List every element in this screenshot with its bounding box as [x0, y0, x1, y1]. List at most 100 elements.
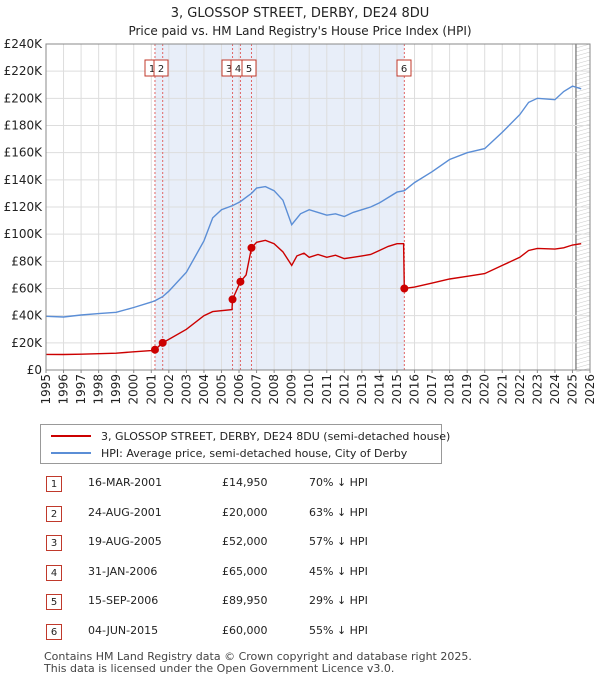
- hatch-line: [575, 271, 591, 277]
- hatch-line: [575, 187, 591, 193]
- x-tick-label: 2016: [408, 374, 422, 405]
- transaction-point: [228, 295, 237, 304]
- table-row: 6 04-JUN-2015 £60,000 55% ↓ HPI: [40, 622, 600, 642]
- hatch-line: [575, 195, 591, 201]
- hatch-line: [575, 215, 591, 221]
- y-tick-label: £180K: [4, 119, 44, 133]
- hatch-line: [575, 43, 591, 49]
- hatch-line: [575, 363, 591, 369]
- hatch-line: [575, 111, 591, 117]
- hatch-line: [575, 107, 591, 113]
- table-row: 5 15-SEP-2006 £89,950 29% ↓ HPI: [40, 592, 600, 612]
- hatch-line: [575, 99, 591, 105]
- hatch-line: [575, 343, 591, 349]
- hatch-line: [575, 147, 591, 153]
- row-number-badge: 1: [46, 476, 62, 492]
- hatch-line: [575, 335, 591, 341]
- hatch-line: [575, 135, 591, 141]
- marker-number: 1: [149, 64, 155, 75]
- x-tick-label: 2004: [197, 374, 211, 405]
- table-row: 4 31-JAN-2006 £65,000 45% ↓ HPI: [40, 563, 600, 583]
- y-tick-label: £220K: [4, 64, 44, 78]
- x-tick-label: 1998: [92, 374, 106, 405]
- y-tick-label: £100K: [4, 227, 44, 241]
- hatch-line: [575, 47, 591, 53]
- hatch-line: [575, 227, 591, 233]
- hatch-line: [575, 299, 591, 305]
- x-tick-label: 1995: [39, 374, 53, 405]
- hatch-line: [575, 183, 591, 189]
- row-hpi-comparison: 29% ↓ HPI: [309, 594, 368, 607]
- y-tick-label: £120K: [4, 200, 44, 214]
- transaction-marker-2: 2: [153, 59, 169, 77]
- hatch-line: [575, 223, 591, 229]
- transaction-point: [400, 284, 409, 293]
- transaction-point: [150, 345, 159, 354]
- hatch-line: [575, 143, 591, 149]
- table-row: 3 19-AUG-2005 £52,000 57% ↓ HPI: [40, 533, 600, 553]
- x-tick-label: 2011: [320, 374, 334, 405]
- y-tick-label: £60K: [11, 282, 43, 296]
- legend-hpi-label: HPI: Average price, semi-detached house,…: [101, 446, 408, 460]
- x-tick-label: 2014: [372, 374, 386, 405]
- legend-item-hpi: HPI: Average price, semi-detached house,…: [51, 445, 407, 461]
- row-hpi-comparison: 45% ↓ HPI: [309, 564, 368, 578]
- hatch-line: [575, 251, 591, 257]
- hatch-line: [575, 59, 591, 65]
- transaction-point: [247, 243, 256, 252]
- hatch-line: [575, 71, 591, 77]
- legend-property-swatch: [51, 435, 91, 437]
- x-tick-label: 2023: [530, 374, 544, 405]
- hatch-line: [575, 191, 591, 197]
- marker-box: [396, 59, 412, 77]
- x-tick-label: 2024: [548, 374, 562, 405]
- transaction-point: [158, 338, 167, 347]
- hatch-line: [575, 167, 591, 173]
- hatch-line: [575, 267, 591, 273]
- hatch-line: [575, 283, 591, 289]
- x-tick-label: 2005: [214, 374, 228, 405]
- y-tick-label: £240K: [4, 37, 44, 51]
- footer: Contains HM Land Registry data © Crown c…: [44, 651, 472, 675]
- footer-copyright: Contains HM Land Registry data © Crown c…: [44, 650, 472, 663]
- x-tick-label: 2020: [478, 374, 492, 405]
- hatch-line: [575, 319, 591, 325]
- chart-title: 3, GLOSSOP STREET, DERBY, DE24 8DU: [171, 6, 430, 21]
- hatch-line: [575, 55, 591, 61]
- x-tick-label: 2017: [425, 374, 439, 405]
- x-tick-label: 2025: [565, 374, 579, 405]
- x-tick-label: 2000: [127, 374, 141, 405]
- marker-number: 2: [158, 64, 164, 75]
- x-tick-label: 1997: [74, 374, 88, 405]
- hatch-line: [575, 163, 591, 169]
- hatch-line: [575, 219, 591, 225]
- hatch-line: [575, 155, 591, 161]
- x-tick-label: 2007: [250, 374, 264, 405]
- hatch-line: [575, 131, 591, 137]
- row-number-badge: 3: [46, 535, 62, 551]
- hatch-line: [575, 75, 591, 81]
- marker-box: [153, 59, 169, 77]
- row-price: £65,000: [222, 564, 268, 578]
- row-hpi-comparison: 63% ↓ HPI: [309, 505, 368, 519]
- legend-property-label: 3, GLOSSOP STREET, DERBY, DE24 8DU (semi…: [101, 429, 451, 443]
- hatch-line: [575, 351, 591, 357]
- row-number-badge: 4: [46, 564, 62, 581]
- hatch-line: [575, 355, 591, 361]
- hatch-line: [575, 63, 591, 69]
- legend: 3, GLOSSOP STREET, DERBY, DE24 8DU (semi…: [40, 424, 450, 464]
- hatch-line: [575, 275, 591, 281]
- x-tick-label: 2010: [302, 374, 316, 405]
- row-date: 31-JAN-2006: [88, 564, 158, 578]
- hatch-line: [575, 115, 591, 121]
- chart-subtitle: Price paid vs. HM Land Registry's House …: [128, 24, 471, 38]
- x-tick-label: 1996: [57, 374, 71, 405]
- table-row: 1 16-MAR-2001 £14,950 70% ↓ HPI: [40, 474, 600, 494]
- price-chart: 3, GLOSSOP STREET, DERBY, DE24 8DU Price…: [4, 6, 597, 405]
- row-hpi-comparison: 70% ↓ HPI: [309, 476, 368, 489]
- hatch-line: [575, 87, 591, 93]
- marker-number: 4: [235, 64, 241, 75]
- x-tick-label: 2022: [513, 374, 527, 405]
- hatch-line: [575, 79, 591, 85]
- table-row: 2 24-AUG-2001 £20,000 63% ↓ HPI: [40, 504, 600, 524]
